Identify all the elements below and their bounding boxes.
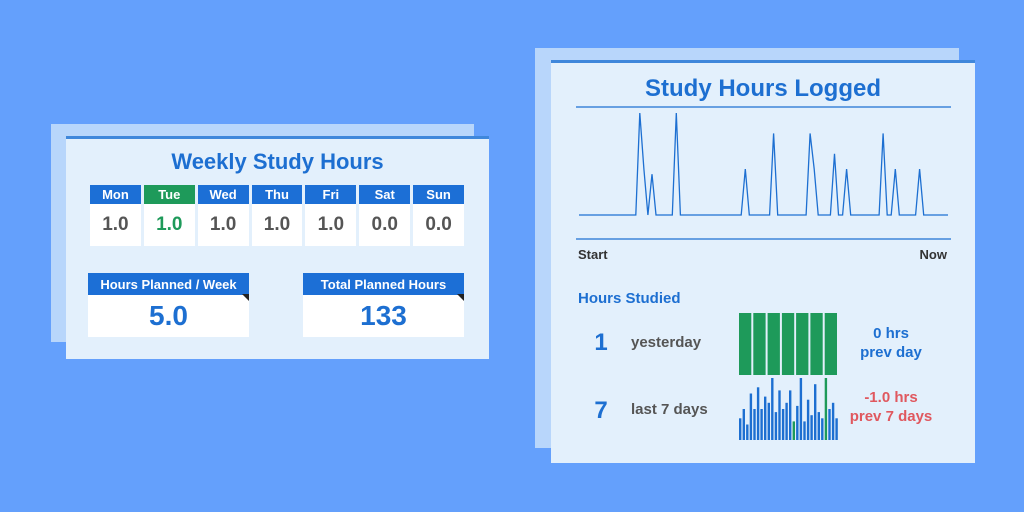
week-bar <box>835 418 838 440</box>
week-label: last 7 days <box>631 401 708 418</box>
yesterday-bar-chart <box>739 313 837 375</box>
week-bar <box>753 409 756 440</box>
total-planned-box[interactable]: Total Planned Hours 133 <box>303 273 464 337</box>
study-hours-logged-card: Study Hours Logged Start Now Hours Studi… <box>551 60 975 463</box>
week-bar <box>760 409 763 440</box>
week-bar <box>824 378 828 440</box>
day-grid: Mon 1.0 Tue 1.0 Wed 1.0 Thu 1.0 Fri 1.0 Sat 0.0 Sun 0… <box>90 185 464 246</box>
axis-start-label: Start <box>578 247 608 262</box>
logged-title: Study Hours Logged <box>645 75 881 102</box>
hours-studied-label: Hours Studied <box>578 290 681 307</box>
day-header: Sun <box>413 185 464 204</box>
week-bar <box>767 402 770 440</box>
yesterday-bar <box>796 313 809 375</box>
hours-planned-box[interactable]: Hours Planned / Week 5.0 <box>88 273 249 337</box>
week-bar <box>821 418 824 440</box>
week-bar <box>792 421 795 440</box>
yesterday-delta-value: 0 hrs <box>873 325 909 342</box>
week-bar <box>739 418 742 440</box>
hours-planned-value[interactable]: 5.0 <box>88 295 249 337</box>
yesterday-delta-caption: prev day <box>860 344 922 361</box>
week-bar-chart <box>739 378 838 440</box>
week-bar <box>778 390 781 440</box>
week-bar <box>831 402 835 440</box>
day-column-fri[interactable]: Fri 1.0 <box>305 185 357 246</box>
week-bar <box>828 409 831 440</box>
week-bar <box>749 393 753 440</box>
week-bar <box>789 390 792 440</box>
day-hours-value[interactable]: 1.0 <box>90 204 141 246</box>
week-bar <box>771 378 774 440</box>
day-column-wed[interactable]: Wed 1.0 <box>197 185 249 246</box>
week-bar <box>796 405 799 440</box>
weekly-study-hours-card: Weekly Study Hours Mon 1.0 Tue 1.0 Wed 1.0 Thu… <box>66 136 489 359</box>
yesterday-bar <box>810 313 823 375</box>
day-header: Sat <box>359 185 411 204</box>
week-delta-caption: prev 7 days <box>849 408 933 425</box>
week-bar <box>774 412 778 440</box>
week-delta: -1.0 hrs prev 7 days <box>831 388 951 426</box>
yesterday-bar <box>781 313 795 375</box>
day-header: Mon <box>90 185 141 204</box>
week-hours-number: 7 <box>594 397 608 424</box>
week-bar <box>806 399 810 440</box>
day-hours-value[interactable]: 1.0 <box>143 204 195 246</box>
week-bar <box>746 424 749 440</box>
yesterday-bar <box>739 313 752 375</box>
week-bar <box>817 412 820 440</box>
day-column-thu[interactable]: Thu 1.0 <box>251 185 303 246</box>
hours-planned-label: Hours Planned / Week <box>88 273 249 301</box>
axis-now-label: Now <box>919 247 947 262</box>
week-bar <box>799 378 803 440</box>
day-column-sun[interactable]: Sun 0.0 <box>413 185 464 246</box>
yesterday-label: yesterday <box>631 334 702 351</box>
week-delta-value: -1.0 hrs <box>864 389 918 406</box>
week-bar <box>742 409 745 440</box>
day-header: Fri <box>305 185 357 204</box>
week-bar <box>764 396 767 440</box>
day-column-tue[interactable]: Tue 1.0 <box>143 185 195 246</box>
study-hours-series-line <box>579 112 948 216</box>
day-column-mon[interactable]: Mon 1.0 <box>90 185 141 246</box>
weekly-title: Weekly Study Hours <box>171 149 384 174</box>
yesterday-delta: 0 hrs prev day <box>831 324 951 362</box>
yesterday-bar <box>824 313 837 375</box>
total-planned-value[interactable]: 133 <box>303 295 464 337</box>
day-header: Wed <box>197 185 249 204</box>
week-bar <box>781 409 785 440</box>
yesterday-hours-number: 1 <box>594 329 608 356</box>
week-bar <box>814 384 817 440</box>
day-hours-value[interactable]: 1.0 <box>305 204 357 246</box>
day-hours-value[interactable]: 1.0 <box>251 204 303 246</box>
day-hours-value[interactable]: 0.0 <box>359 204 411 246</box>
day-hours-value[interactable]: 0.0 <box>413 204 464 246</box>
yesterday-bar <box>767 313 780 375</box>
study-hours-line-chart <box>576 106 951 240</box>
yesterday-bar <box>753 313 766 375</box>
week-bar <box>810 415 813 440</box>
week-bar <box>785 402 788 440</box>
week-bar <box>803 421 806 440</box>
day-column-sat[interactable]: Sat 0.0 <box>359 185 411 246</box>
week-bar <box>756 387 760 440</box>
day-hours-value[interactable]: 1.0 <box>197 204 249 246</box>
day-header: Tue <box>143 185 195 204</box>
total-planned-label: Total Planned Hours <box>303 273 464 301</box>
day-header: Thu <box>251 185 303 204</box>
